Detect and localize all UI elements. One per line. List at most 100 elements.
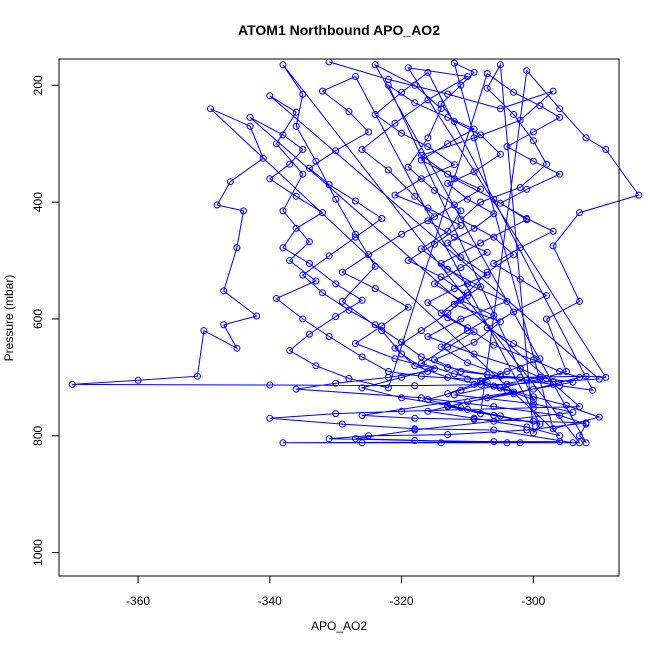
data-point	[365, 432, 373, 440]
data-point	[503, 297, 511, 305]
data-point	[325, 252, 333, 260]
data-point	[193, 372, 201, 380]
data-point	[325, 333, 333, 340]
data-point	[411, 362, 419, 370]
data-point	[569, 378, 577, 386]
data-point	[470, 415, 478, 423]
data-point	[523, 185, 531, 193]
data-point	[259, 154, 267, 162]
x-tick-label: -340	[258, 594, 282, 608]
data-point	[490, 233, 498, 241]
data-point	[543, 292, 550, 300]
data-point	[450, 201, 458, 209]
data-point	[582, 134, 590, 142]
data-point	[444, 90, 452, 98]
data-point	[233, 344, 241, 352]
data-point	[496, 150, 504, 158]
data-point	[292, 224, 300, 232]
data-point	[391, 344, 399, 352]
data-point	[595, 375, 603, 383]
data-point	[352, 197, 359, 205]
data-point	[576, 403, 583, 411]
data-point	[325, 435, 333, 443]
x-tick-label: -300	[521, 594, 545, 608]
data-point	[332, 313, 340, 321]
data-point	[444, 363, 452, 371]
data-point	[292, 385, 300, 393]
data-point	[312, 362, 320, 370]
data-point	[286, 257, 294, 264]
data-point	[253, 312, 261, 320]
data-point	[503, 368, 511, 375]
data-point	[266, 175, 274, 183]
data-point	[490, 426, 498, 434]
data-point	[529, 404, 537, 412]
data-point	[496, 318, 504, 326]
data-point	[569, 439, 577, 447]
data-point	[496, 371, 504, 378]
data-point	[266, 381, 274, 389]
data-point	[437, 273, 445, 281]
data-point	[299, 315, 307, 323]
data-point	[470, 168, 478, 176]
data-point	[424, 333, 432, 340]
data-point	[444, 390, 452, 398]
data-point	[523, 426, 531, 434]
data-point	[483, 378, 491, 386]
data-point	[411, 81, 419, 89]
data-point	[529, 385, 537, 393]
data-point	[464, 280, 471, 288]
data-point	[490, 260, 498, 267]
data-point	[384, 166, 392, 174]
data-point	[464, 398, 471, 406]
data-point	[477, 377, 485, 385]
data-point	[279, 439, 287, 447]
data-point	[325, 181, 333, 189]
data-point	[384, 81, 392, 89]
data-point	[556, 411, 564, 419]
data-point	[404, 257, 412, 264]
data-point	[417, 175, 425, 183]
data-point	[226, 178, 234, 186]
data-point	[391, 119, 399, 127]
data-point	[319, 289, 326, 297]
data-point	[470, 380, 478, 388]
data-point	[391, 191, 399, 199]
data-point	[371, 262, 379, 270]
data-point	[417, 156, 425, 164]
data-point	[437, 439, 445, 447]
data-point	[338, 297, 346, 305]
data-point	[398, 88, 406, 96]
data-point	[582, 372, 590, 380]
data-point	[411, 192, 419, 200]
data-point	[207, 105, 214, 113]
data-point	[483, 268, 491, 276]
data-point	[279, 131, 287, 139]
data-point	[240, 207, 247, 215]
data-point	[299, 170, 307, 178]
data-point	[352, 435, 359, 443]
data-point	[635, 191, 643, 199]
data-point	[556, 368, 564, 375]
data-point	[464, 406, 471, 413]
data-point	[529, 128, 537, 136]
data-point	[332, 410, 340, 418]
data-point	[365, 251, 373, 259]
data-point	[371, 321, 379, 329]
data-point	[305, 164, 313, 172]
data-point	[444, 227, 452, 235]
data-point	[589, 386, 597, 394]
data-point	[424, 396, 432, 404]
data-point	[516, 439, 524, 447]
data-point	[543, 375, 550, 382]
data-point	[496, 384, 504, 392]
data-point	[470, 68, 478, 76]
data-point	[68, 380, 76, 388]
data-point	[556, 113, 564, 121]
data-point	[470, 224, 478, 232]
data-point	[556, 105, 564, 113]
data-point	[457, 207, 465, 215]
data-point	[457, 368, 465, 375]
data-point	[417, 353, 425, 361]
